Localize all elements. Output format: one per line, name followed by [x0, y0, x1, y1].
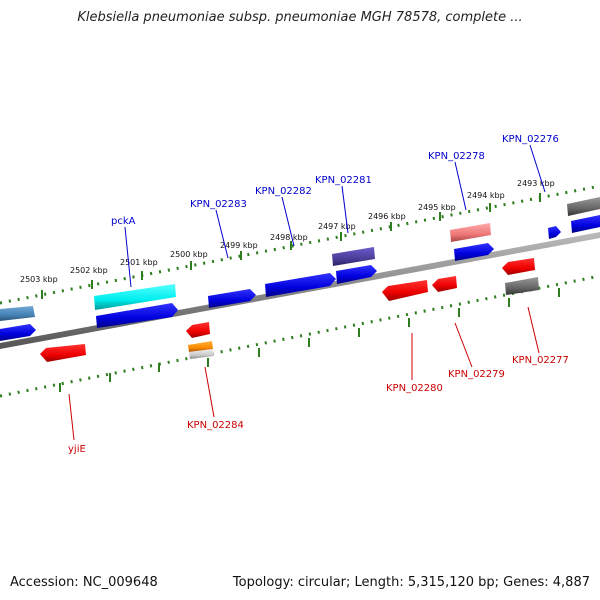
position-label: 2494 kbp — [467, 191, 505, 200]
position-label: 2498 kbp — [270, 233, 308, 242]
gene-feature[interactable] — [571, 215, 600, 233]
gene-feature[interactable] — [208, 289, 256, 308]
gene-label[interactable]: KPN_02278 — [428, 151, 485, 162]
position-label: 2500 kbp — [170, 250, 208, 259]
callout-lines — [68, 144, 546, 441]
gene-label[interactable]: KPN_02277 — [512, 355, 569, 366]
position-label: 2497 kbp — [318, 222, 356, 231]
position-label: 2495 kbp — [418, 203, 456, 212]
reverse-gene-labels: yjiE KPN_02284 KPN_02280 KPN_02279 KPN_0… — [68, 355, 569, 455]
gene-feature[interactable] — [548, 226, 561, 239]
gene-feature[interactable] — [186, 322, 210, 338]
reverse-features — [40, 258, 539, 362]
gene-feature[interactable] — [94, 284, 176, 310]
gene-label[interactable]: KPN_02280 — [386, 383, 443, 394]
accession-text: Accession: NC_009648 — [10, 575, 158, 590]
inner-major-ticks — [59, 288, 560, 392]
gene-feature[interactable] — [265, 273, 336, 297]
gene-label[interactable]: KPN_02282 — [255, 186, 312, 197]
gene-feature[interactable] — [502, 258, 535, 275]
gene-feature[interactable] — [505, 277, 539, 295]
gene-feature[interactable] — [189, 349, 214, 359]
gene-feature[interactable] — [567, 197, 600, 216]
position-label: 2493 kbp — [517, 179, 555, 188]
outer-major-ticks — [41, 193, 541, 299]
gene-feature[interactable] — [382, 280, 428, 301]
position-label: 2502 kbp — [70, 266, 108, 275]
gene-label[interactable]: KPN_02283 — [190, 199, 247, 210]
position-label: 2496 kbp — [368, 212, 406, 221]
gene-label[interactable]: pckA — [111, 216, 136, 227]
gene-feature[interactable] — [454, 243, 494, 261]
gene-feature[interactable] — [188, 341, 213, 352]
gene-feature[interactable] — [332, 247, 375, 266]
position-label: 2503 kbp — [20, 275, 58, 284]
forward-features — [0, 197, 600, 341]
gene-label[interactable]: KPN_02279 — [448, 369, 505, 380]
genome-stats-text: Topology: circular; Length: 5,315,120 bp… — [232, 575, 590, 590]
forward-gene-labels: pckA KPN_02283 KPN_02282 KPN_02281 KPN_0… — [111, 134, 559, 227]
position-label: 2499 kbp — [220, 241, 258, 250]
position-labels: 2503 kbp 2502 kbp 2501 kbp 2500 kbp 2499… — [20, 179, 555, 284]
gene-feature[interactable] — [450, 223, 491, 242]
map-title: Klebsiella pneumoniae subsp. pneumoniae … — [77, 10, 523, 25]
gene-feature[interactable] — [96, 303, 178, 328]
gene-feature[interactable] — [0, 306, 35, 321]
gene-feature[interactable] — [0, 324, 36, 341]
gene-label[interactable]: KPN_02276 — [502, 134, 559, 145]
position-label: 2501 kbp — [120, 258, 158, 267]
gene-feature[interactable] — [432, 276, 457, 292]
gene-label[interactable]: KPN_02281 — [315, 175, 372, 186]
gene-feature[interactable] — [336, 265, 377, 284]
gene-feature[interactable] — [40, 344, 86, 362]
gene-label[interactable]: KPN_02284 — [187, 420, 244, 431]
gene-label[interactable]: yjiE — [68, 444, 86, 455]
